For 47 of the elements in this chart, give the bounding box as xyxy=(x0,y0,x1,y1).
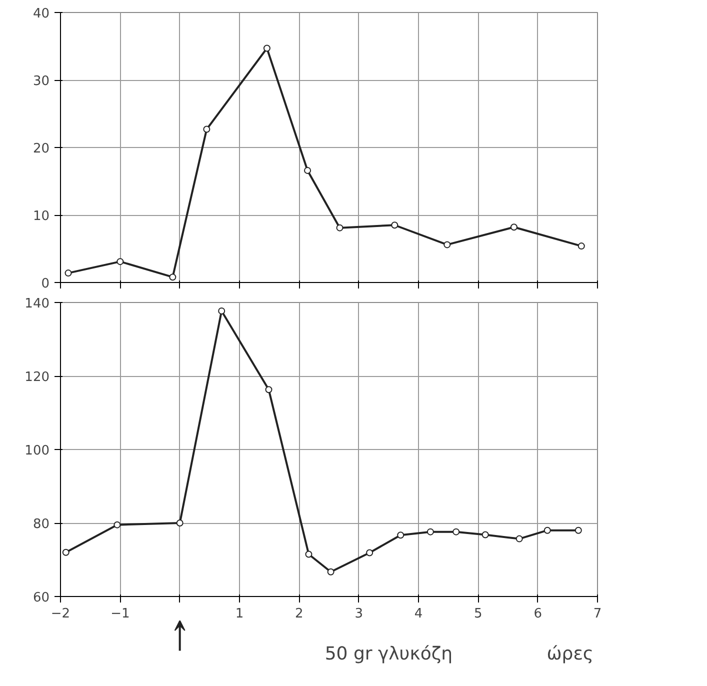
point xyxy=(444,241,451,248)
point xyxy=(510,224,518,231)
point xyxy=(64,270,72,277)
y-tick-label: 40 xyxy=(32,6,50,22)
point xyxy=(391,222,398,229)
point xyxy=(516,535,523,542)
y-tick-label: 60 xyxy=(32,590,50,606)
point xyxy=(263,44,270,52)
point xyxy=(114,521,121,528)
point xyxy=(305,550,312,558)
point xyxy=(397,532,404,539)
x-tick-label: 7 xyxy=(593,606,602,622)
point xyxy=(452,528,460,536)
x-axis-title: ώρες xyxy=(546,644,594,664)
y-tick-label: 10 xyxy=(32,209,50,224)
x-tick-label: 1 xyxy=(235,606,244,622)
point xyxy=(327,568,334,576)
y-tick-label: 80 xyxy=(32,517,50,532)
point xyxy=(62,548,70,556)
point xyxy=(578,242,585,250)
x-tick-label: −1 xyxy=(110,606,130,622)
point xyxy=(218,307,226,314)
point xyxy=(482,531,489,538)
x-tick-label: 4 xyxy=(414,606,423,622)
point xyxy=(116,258,124,266)
point xyxy=(169,274,176,281)
x-tick-label: 3 xyxy=(354,606,363,622)
y-tick-label: 140 xyxy=(24,296,50,312)
point xyxy=(366,549,374,556)
point xyxy=(544,526,551,534)
y-tick-label: 0 xyxy=(41,276,50,292)
point xyxy=(426,528,434,536)
text: 50 gr γλυκόζη xyxy=(324,644,453,664)
x-tick-label: −2 xyxy=(50,606,70,622)
x-tick-label: 6 xyxy=(534,606,542,622)
y-tick-label: 20 xyxy=(32,142,50,156)
point xyxy=(265,386,272,394)
y-tick-label: 120 xyxy=(24,370,50,385)
y-tick-label: 100 xyxy=(24,444,50,458)
x-tick-label: 5 xyxy=(474,606,482,622)
point xyxy=(574,526,582,534)
point xyxy=(203,126,210,133)
point xyxy=(176,520,184,526)
point xyxy=(304,166,312,174)
x-tick-label: 2 xyxy=(295,606,304,622)
point xyxy=(336,224,344,232)
y-tick-label: 30 xyxy=(32,74,50,89)
